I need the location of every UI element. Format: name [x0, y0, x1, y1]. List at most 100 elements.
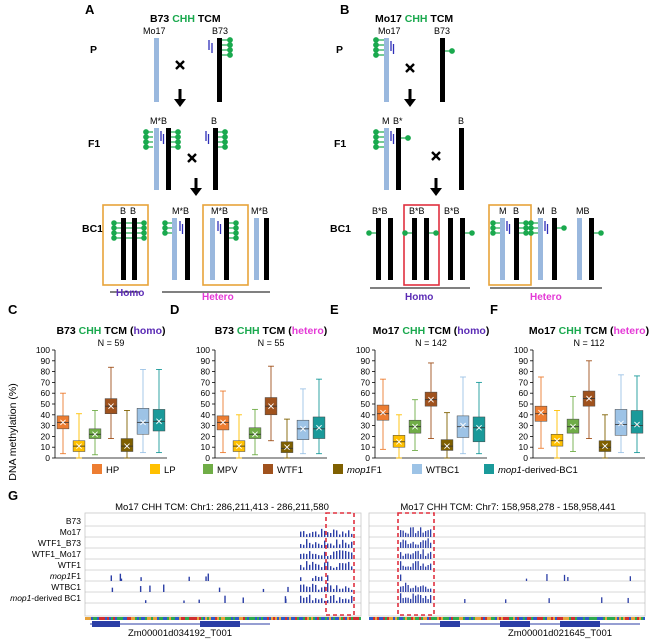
sequence-strip	[551, 617, 553, 620]
sequence-strip	[501, 617, 503, 620]
mo17-chromosome	[154, 128, 159, 190]
sequence-strip	[351, 617, 353, 620]
methylation-dot	[465, 230, 475, 236]
track-bar	[412, 563, 414, 570]
sequence-strip	[499, 617, 501, 620]
sequence-strip	[143, 617, 145, 620]
y-tick-label: 10	[361, 442, 371, 452]
arrow-down-icon	[190, 178, 202, 196]
b73-chromosome	[376, 218, 381, 280]
track-bar	[330, 533, 332, 537]
cross-icon	[431, 151, 441, 161]
sequence-strip	[255, 617, 257, 620]
track-bar	[139, 586, 142, 592]
bc1-label: M	[537, 206, 545, 216]
track-bar	[342, 588, 344, 592]
n-label: N = 59	[98, 338, 125, 348]
track-bar	[345, 586, 347, 592]
sequence-strip	[85, 617, 87, 620]
box-plot-title: Mo17 CHH TCM (homo)	[373, 325, 490, 337]
sequence-strip	[497, 617, 499, 620]
track-bar	[412, 541, 414, 548]
track-bar	[407, 566, 409, 570]
y-tick-label: 90	[201, 356, 211, 366]
legend-swatch	[92, 464, 102, 474]
n-label: N = 142	[415, 338, 447, 348]
f1-b-label: B	[211, 116, 217, 126]
methylation-dots	[229, 220, 239, 241]
sequence-strip	[121, 617, 123, 620]
track-bar	[330, 566, 332, 570]
track-bar	[412, 587, 414, 592]
track-bar	[351, 533, 353, 537]
track-bar	[318, 599, 320, 603]
sequence-strip	[617, 617, 619, 620]
mean-marker	[538, 409, 544, 416]
track-bar	[410, 554, 412, 559]
sequence-strip	[633, 617, 635, 620]
sequence-strip	[539, 617, 541, 620]
track-bar	[342, 539, 344, 548]
sequence-strip	[583, 617, 585, 620]
track-bar	[242, 597, 244, 603]
sequence-strip	[257, 617, 259, 620]
track-bar	[627, 597, 629, 603]
sequence-strip	[561, 617, 563, 620]
track-bar	[407, 597, 409, 603]
sequence-strip	[459, 617, 461, 620]
track-bar	[327, 583, 329, 592]
sequence-strip	[623, 617, 625, 620]
sirna-ticks	[160, 131, 165, 144]
track-bar	[218, 587, 221, 592]
y-tick-label: 60	[519, 388, 529, 398]
box-wtbc1	[136, 368, 150, 454]
sequence-strip	[137, 617, 139, 620]
sequence-strip	[483, 617, 485, 620]
legend-label: WTBC1	[426, 465, 459, 476]
track-bar	[300, 584, 302, 592]
track-bar	[163, 584, 165, 592]
sequence-strip	[423, 617, 425, 620]
y-tick-label: 0	[365, 453, 370, 463]
sequence-strip	[223, 617, 225, 620]
gen-f1-label: F1	[334, 138, 346, 150]
legend-label: MPV	[217, 465, 238, 476]
track-bar	[405, 566, 407, 570]
box-hp	[376, 378, 390, 450]
box-body	[136, 408, 150, 435]
sequence-strip	[331, 617, 333, 620]
sequence-strip	[123, 617, 125, 620]
track-bar	[345, 550, 347, 559]
y-tick-label: 90	[519, 356, 529, 366]
track-bar	[198, 599, 200, 603]
legend: HP LP MPV WTF1 mop1F1 WTBC1 mop1-derived-BC1	[92, 464, 578, 476]
sequence-strip	[437, 617, 439, 620]
sequence-strip	[413, 617, 415, 620]
sequence-strip	[515, 617, 517, 620]
gene-exon	[440, 621, 460, 627]
track-bar	[601, 597, 603, 603]
track-bar	[400, 593, 402, 603]
sirna-ticks	[217, 221, 222, 234]
track-bar	[303, 531, 305, 537]
legend-swatch	[263, 464, 273, 474]
track-bar	[315, 575, 317, 581]
track-bar	[300, 531, 302, 537]
sequence-strip	[199, 617, 201, 620]
box-plot-f: Mo17 CHH TCM (hetero)N = 112 010203040506…	[514, 325, 649, 463]
track-bar	[567, 577, 569, 581]
sequence-strip	[281, 617, 283, 620]
y-tick-label: 70	[361, 377, 371, 387]
track-bar	[345, 542, 347, 548]
sequence-strip	[225, 617, 227, 620]
box-mop1-derived-bc1	[472, 381, 486, 455]
sequence-strip	[485, 617, 487, 620]
track-bar	[415, 544, 417, 548]
track-bar	[422, 540, 424, 548]
track-label: WTF1	[58, 560, 81, 570]
methylation-dots	[373, 37, 384, 58]
track-bar	[422, 563, 424, 570]
mean-marker	[60, 419, 66, 426]
mean-marker	[316, 424, 322, 431]
track-bar	[315, 563, 317, 570]
